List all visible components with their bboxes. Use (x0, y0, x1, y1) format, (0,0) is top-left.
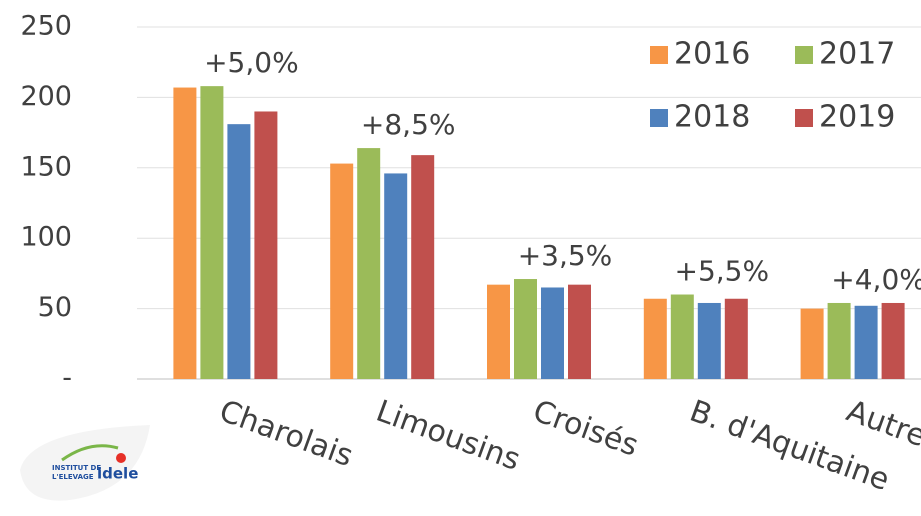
annotation: +3,5% (518, 239, 613, 272)
legend-swatch (650, 109, 668, 127)
bar (200, 86, 224, 380)
bar (800, 308, 824, 379)
x-tick-label: Limousins (372, 394, 525, 478)
bar (854, 305, 878, 379)
y-tick-label: 250 (20, 11, 72, 42)
bar (173, 87, 197, 379)
y-tick-label: 150 (20, 151, 72, 182)
logo-dot (116, 453, 126, 463)
legend-label: 2016 (674, 37, 750, 72)
bar (541, 287, 564, 379)
legend-label: 2017 (819, 37, 895, 72)
bar (670, 294, 694, 379)
bar (724, 298, 748, 379)
annotation: +5,5% (674, 255, 769, 288)
y-tick-label: 100 (20, 222, 72, 253)
legend-swatch (795, 109, 813, 127)
x-tick-label: Charolais (215, 394, 358, 474)
logo-line1: INSTITUT DE (52, 464, 101, 472)
bar (568, 284, 591, 379)
logo: INSTITUT DE L'ELEVAGE idele (20, 425, 150, 501)
bar (487, 284, 510, 379)
bar (697, 302, 721, 379)
bar (514, 279, 537, 379)
legend-swatch (650, 46, 668, 64)
bar (411, 155, 435, 379)
logo-swoosh (61, 444, 119, 462)
y-tick-label: 200 (20, 81, 72, 112)
y-tick-label: 50 (38, 292, 72, 323)
bar (254, 111, 278, 379)
logo-line2: L'ELEVAGE (52, 473, 94, 481)
bar (330, 163, 354, 379)
legend-label: 2019 (819, 100, 895, 135)
bar (227, 124, 251, 379)
legend-swatch (795, 46, 813, 64)
annotation: +5,0% (204, 46, 299, 79)
annotation: +4,0% (831, 263, 921, 296)
bar (643, 298, 667, 379)
bar (384, 173, 408, 379)
logo-brand: idele (97, 465, 138, 483)
bar (357, 148, 381, 379)
annotation: +8,5% (361, 108, 456, 141)
bar (827, 302, 851, 379)
bar (881, 302, 905, 379)
legend-label: 2018 (674, 100, 750, 135)
y-tick-label: - (62, 363, 72, 394)
logo-background (20, 425, 150, 501)
x-tick-label: Croisés (528, 394, 642, 464)
